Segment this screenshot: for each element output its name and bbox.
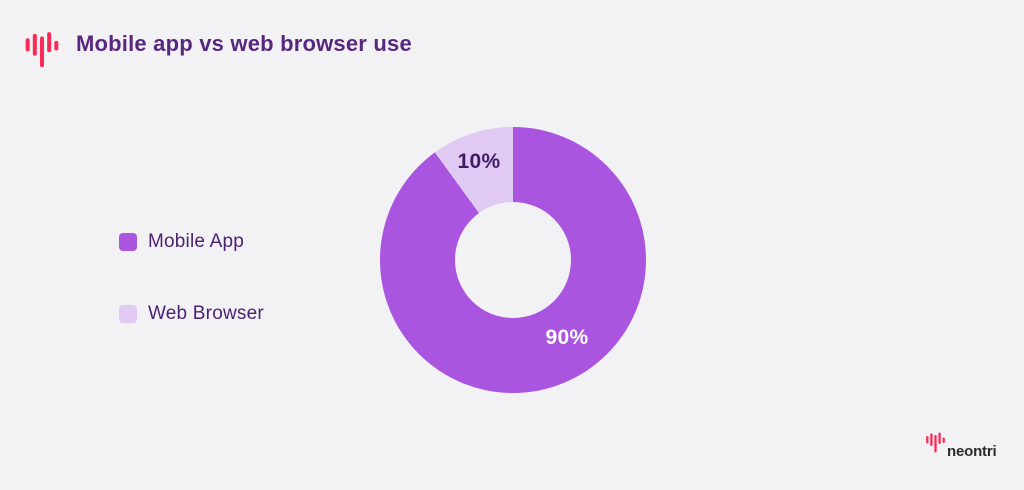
brand-name: neontri	[947, 443, 997, 460]
donut-chart: 90% 10%	[380, 127, 646, 393]
legend-swatch-web-browser	[119, 305, 137, 323]
legend-item-web-browser: Web Browser	[119, 303, 264, 324]
chart-title: Mobile app vs web browser use	[76, 31, 412, 56]
waveform-logo-icon-small	[926, 432, 945, 453]
slice-label-web-browser: 10%	[457, 150, 501, 173]
legend-label-mobile-app: Mobile App	[148, 231, 245, 252]
waveform-logo-icon	[25, 32, 59, 68]
chart-legend: Mobile App Web Browser	[119, 231, 264, 324]
donut-hole	[455, 202, 571, 318]
brand-logo: neontri	[926, 429, 1006, 463]
slice-label-mobile-app: 90%	[545, 326, 589, 349]
legend-item-mobile-app: Mobile App	[119, 231, 264, 252]
legend-swatch-mobile-app	[119, 233, 137, 251]
legend-label-web-browser: Web Browser	[148, 303, 264, 324]
